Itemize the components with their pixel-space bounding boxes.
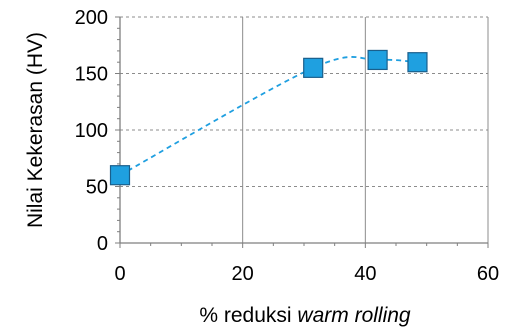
y-tick-label: 100	[75, 120, 108, 142]
x-axis-title: % reduksi warm rolling	[199, 304, 411, 327]
x-tick-label: 60	[477, 263, 499, 285]
y-axis-title: Nilai Kekerasan (HV)	[24, 32, 47, 228]
trendline	[119, 56, 418, 176]
y-tick-label: 150	[75, 64, 108, 86]
y-tick-label: 50	[86, 177, 108, 199]
y-tick-label: 200	[75, 7, 108, 29]
axes	[115, 16, 489, 248]
y-tick-label: 0	[97, 233, 108, 255]
x-axis-title-prefix: % reduksi	[199, 304, 297, 327]
data-point-marker	[303, 57, 324, 78]
x-tick-label: 0	[114, 263, 125, 285]
x-tick-label: 20	[232, 263, 254, 285]
data-points	[109, 49, 428, 186]
data-point-marker	[367, 49, 388, 71]
x-tick-label: 40	[354, 263, 376, 285]
data-point-marker	[407, 52, 428, 73]
grid-lines	[120, 16, 489, 243]
trendline-layer	[119, 56, 418, 176]
x-axis-title-italic: warm rolling	[297, 304, 411, 327]
tick-labels: 0 50 100 150 200 0 20 40 60	[75, 7, 500, 285]
data-point-marker	[109, 165, 131, 186]
